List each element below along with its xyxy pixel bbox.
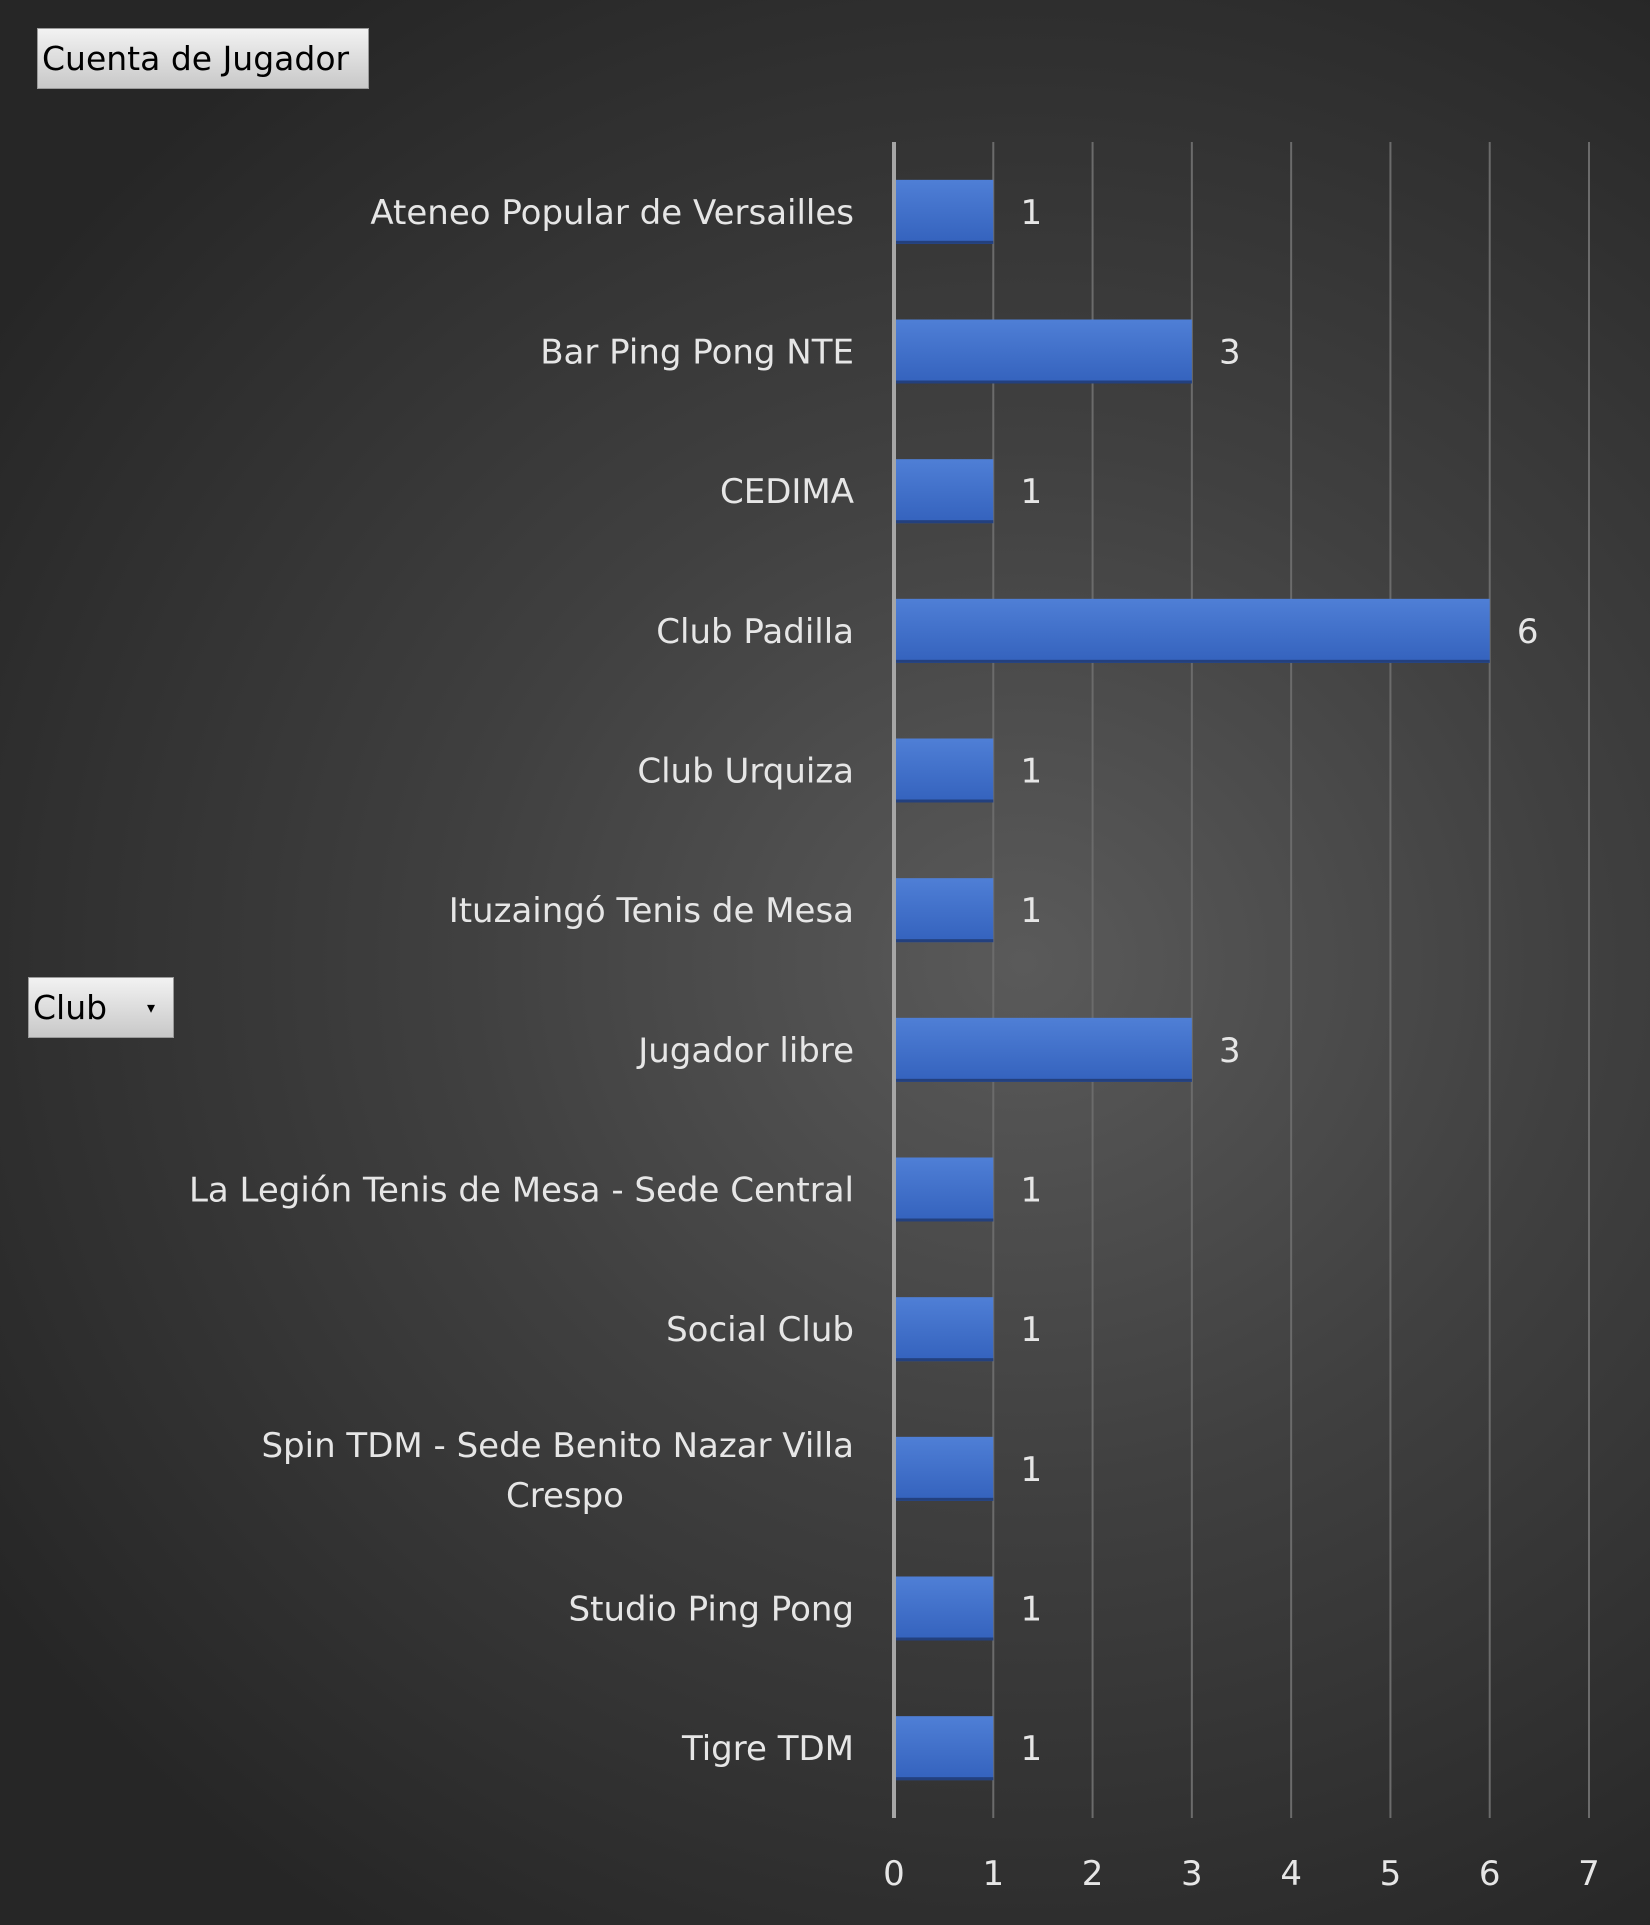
bar-4 [896, 598, 1490, 663]
category-label-2: Bar Ping Pong NTE [540, 333, 854, 373]
labels: 0 1 2 3 4 5 6 7 1 Ateneo Popular de Versailles 3 Ba… [189, 193, 1600, 1894]
bar-shadow-3 [896, 520, 994, 524]
x-tick-label-4: 4 [1280, 1854, 1302, 1894]
bar-1 [896, 179, 994, 244]
data-label-2: 3 [1219, 333, 1241, 373]
x-tick-label-7: 7 [1578, 1854, 1600, 1894]
category-label-11: Studio Ping Pong [569, 1590, 854, 1630]
x-tick-label-3: 3 [1181, 1854, 1203, 1894]
x-tick-label-0: 0 [883, 1854, 905, 1894]
category-label-3: CEDIMA [720, 472, 854, 512]
values-field-button[interactable]: Cuenta de Jugador [37, 28, 369, 89]
bar-3 [896, 459, 994, 524]
bar-shadow-7 [896, 1078, 1192, 1082]
data-label-1: 1 [1020, 193, 1042, 233]
axis-field-button[interactable]: Club ▾ [28, 977, 174, 1038]
bar-shadow-5 [896, 799, 994, 803]
x-tick-label-2: 2 [1082, 1854, 1104, 1894]
category-label-4: Club Padilla [656, 612, 854, 652]
bar-12 [896, 1716, 994, 1781]
bar-10 [896, 1436, 994, 1501]
bar-6 [896, 878, 994, 943]
bar-shadow-6 [896, 939, 994, 943]
category-label-6: Ituzaingó Tenis de Mesa [449, 891, 854, 931]
data-label-9: 1 [1020, 1310, 1042, 1350]
bar-shadow-8 [896, 1218, 994, 1222]
dropdown-arrow-icon[interactable]: ▾ [146, 998, 155, 1017]
data-label-3: 1 [1020, 472, 1042, 512]
category-label-8: La Legión Tenis de Mesa - Sede Central [189, 1171, 854, 1211]
data-label-4: 6 [1517, 612, 1539, 652]
bar-shadow-2 [896, 380, 1192, 384]
category-label-12: Tigre TDM [681, 1729, 854, 1769]
data-label-12: 1 [1020, 1729, 1042, 1769]
bar-7 [896, 1017, 1192, 1082]
bars [896, 179, 1490, 1781]
bar-shadow-1 [896, 240, 994, 244]
data-label-8: 1 [1020, 1171, 1042, 1211]
bar-shadow-4 [896, 659, 1490, 663]
data-label-7: 3 [1219, 1031, 1241, 1071]
bar-8 [896, 1157, 994, 1222]
category-label-1: Ateneo Popular de Versailles [370, 193, 854, 233]
category-label-7: Jugador libre [636, 1031, 854, 1071]
bar-shadow-11 [896, 1637, 994, 1641]
x-tick-label-5: 5 [1380, 1854, 1402, 1894]
gridlines [892, 142, 1590, 1818]
category-label-9: Social Club [666, 1310, 854, 1350]
data-label-6: 1 [1020, 891, 1042, 931]
category-label-5: Club Urquiza [637, 752, 854, 792]
data-label-5: 1 [1020, 752, 1042, 792]
values-field-label: Cuenta de Jugador [42, 39, 350, 78]
axis-field-label: Club [33, 988, 108, 1027]
bar-shadow-10 [896, 1497, 994, 1501]
bar-shadow-12 [896, 1777, 994, 1781]
data-label-10: 1 [1020, 1450, 1042, 1490]
bar-2 [896, 319, 1192, 384]
x-tick-label-1: 1 [982, 1854, 1004, 1894]
bar-shadow-9 [896, 1358, 994, 1362]
x-tick-label-6: 6 [1479, 1854, 1501, 1894]
bar-9 [896, 1297, 994, 1362]
data-label-11: 1 [1020, 1590, 1042, 1630]
category-label-10: Spin TDM - Sede Benito Nazar Villa Crespo [261, 1426, 854, 1516]
bar-11 [896, 1576, 994, 1641]
bar-5 [896, 738, 994, 803]
